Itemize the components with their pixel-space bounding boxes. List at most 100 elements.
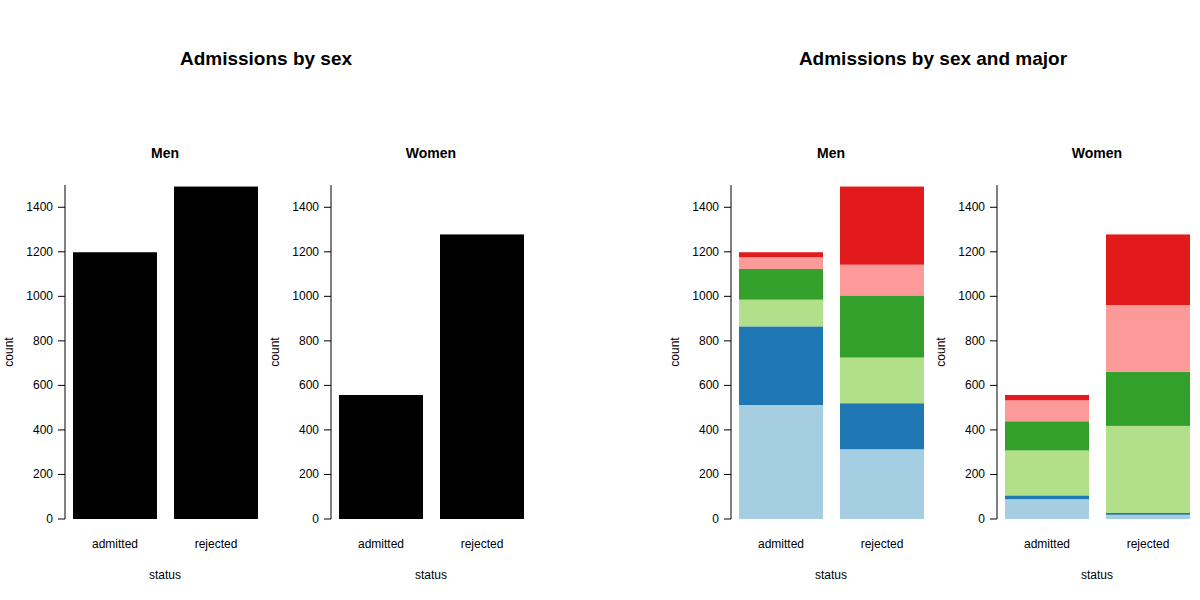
y-tick-label: 200 [299,467,319,481]
y-axis-label: count [934,337,948,367]
y-tick [58,429,65,430]
y-tick [324,385,331,386]
y-tick [58,296,65,297]
y-tick [990,251,997,252]
y-axis-label: count [2,337,16,367]
y-tick [58,207,65,208]
x-axis-label: status [815,568,847,582]
y-tick-label: 600 [965,378,985,392]
y-tick [58,340,65,341]
category-label: admitted [92,537,138,551]
background [0,0,1200,600]
bar-segment [739,405,823,519]
panel: Menadmittedrejected020040060080010001200… [668,145,924,582]
y-tick [724,296,731,297]
y-tick [324,296,331,297]
y-tick [324,429,331,430]
bar-segment [840,403,924,449]
y-tick-label: 1200 [958,245,985,259]
y-tick [58,474,65,475]
bar-segment [1005,499,1089,519]
y-tick [724,385,731,386]
category-label: rejected [861,537,904,551]
y-tick-label: 1000 [958,289,985,303]
y-tick-label: 1400 [958,200,985,214]
y-tick [990,296,997,297]
y-tick-label: 0 [46,512,53,526]
y-axis [997,185,998,519]
panel-title: Men [151,145,179,161]
y-tick [990,340,997,341]
y-tick [724,429,731,430]
bar-segment [1005,495,1089,499]
y-tick-label: 200 [699,467,719,481]
bar [174,187,258,519]
bar-segment [840,449,924,519]
y-tick [990,429,997,430]
y-tick [990,474,997,475]
bar-segment [1106,515,1190,519]
y-tick [724,340,731,341]
bar-segment [1106,234,1190,305]
bar-segment [840,295,924,357]
y-tick [324,207,331,208]
y-tick-label: 800 [965,334,985,348]
y-tick [58,519,65,520]
bar-segment [739,252,823,257]
y-tick-label: 600 [33,378,53,392]
y-axis [331,185,332,519]
category-label: admitted [358,537,404,551]
figure: Admissions by sex Admissions by sex and m… [0,0,1200,600]
y-tick-label: 400 [299,423,319,437]
y-tick-label: 200 [965,467,985,481]
y-tick [724,207,731,208]
y-tick-label: 0 [978,512,985,526]
y-tick-label: 1400 [692,200,719,214]
y-tick [724,251,731,252]
y-tick-label: 600 [699,378,719,392]
y-tick [990,519,997,520]
y-tick-label: 200 [33,467,53,481]
y-tick-label: 800 [299,334,319,348]
category-label: rejected [1127,537,1170,551]
y-axis [65,185,66,519]
y-tick [324,251,331,252]
y-tick-label: 600 [299,378,319,392]
y-tick [990,207,997,208]
y-tick-label: 800 [33,334,53,348]
y-tick-label: 0 [712,512,719,526]
panel-title: Men [817,145,845,161]
figure-title: Admissions by sex and major [799,48,1068,69]
y-tick [324,519,331,520]
x-axis-label: status [1081,568,1113,582]
bar-segment [1106,305,1190,372]
bars [1005,234,1190,519]
y-tick-label: 1000 [26,289,53,303]
panel: Womenadmittedrejected0200400600800100012… [268,145,524,582]
y-tick [724,474,731,475]
bar-segment [840,265,924,296]
bar-segment [739,300,823,327]
bar [339,395,423,519]
y-tick-label: 1400 [26,200,53,214]
bar [73,252,157,519]
y-tick [58,251,65,252]
y-tick-label: 800 [699,334,719,348]
bar [440,234,524,519]
category-label: rejected [461,537,504,551]
bar-segment [739,269,823,300]
category-label: rejected [195,537,238,551]
bar-segment [840,358,924,404]
y-tick [990,385,997,386]
y-tick-label: 1200 [26,245,53,259]
y-tick-label: 1400 [292,200,319,214]
bar-segment [1005,395,1089,400]
panel-title: Women [1072,145,1122,161]
y-tick [324,474,331,475]
x-axis-label: status [149,568,181,582]
figure-title: Admissions by sex [180,48,353,69]
bar-segment [1106,513,1190,515]
bar-segment [1005,400,1089,421]
bar-segment [739,257,823,269]
y-tick-label: 0 [312,512,319,526]
